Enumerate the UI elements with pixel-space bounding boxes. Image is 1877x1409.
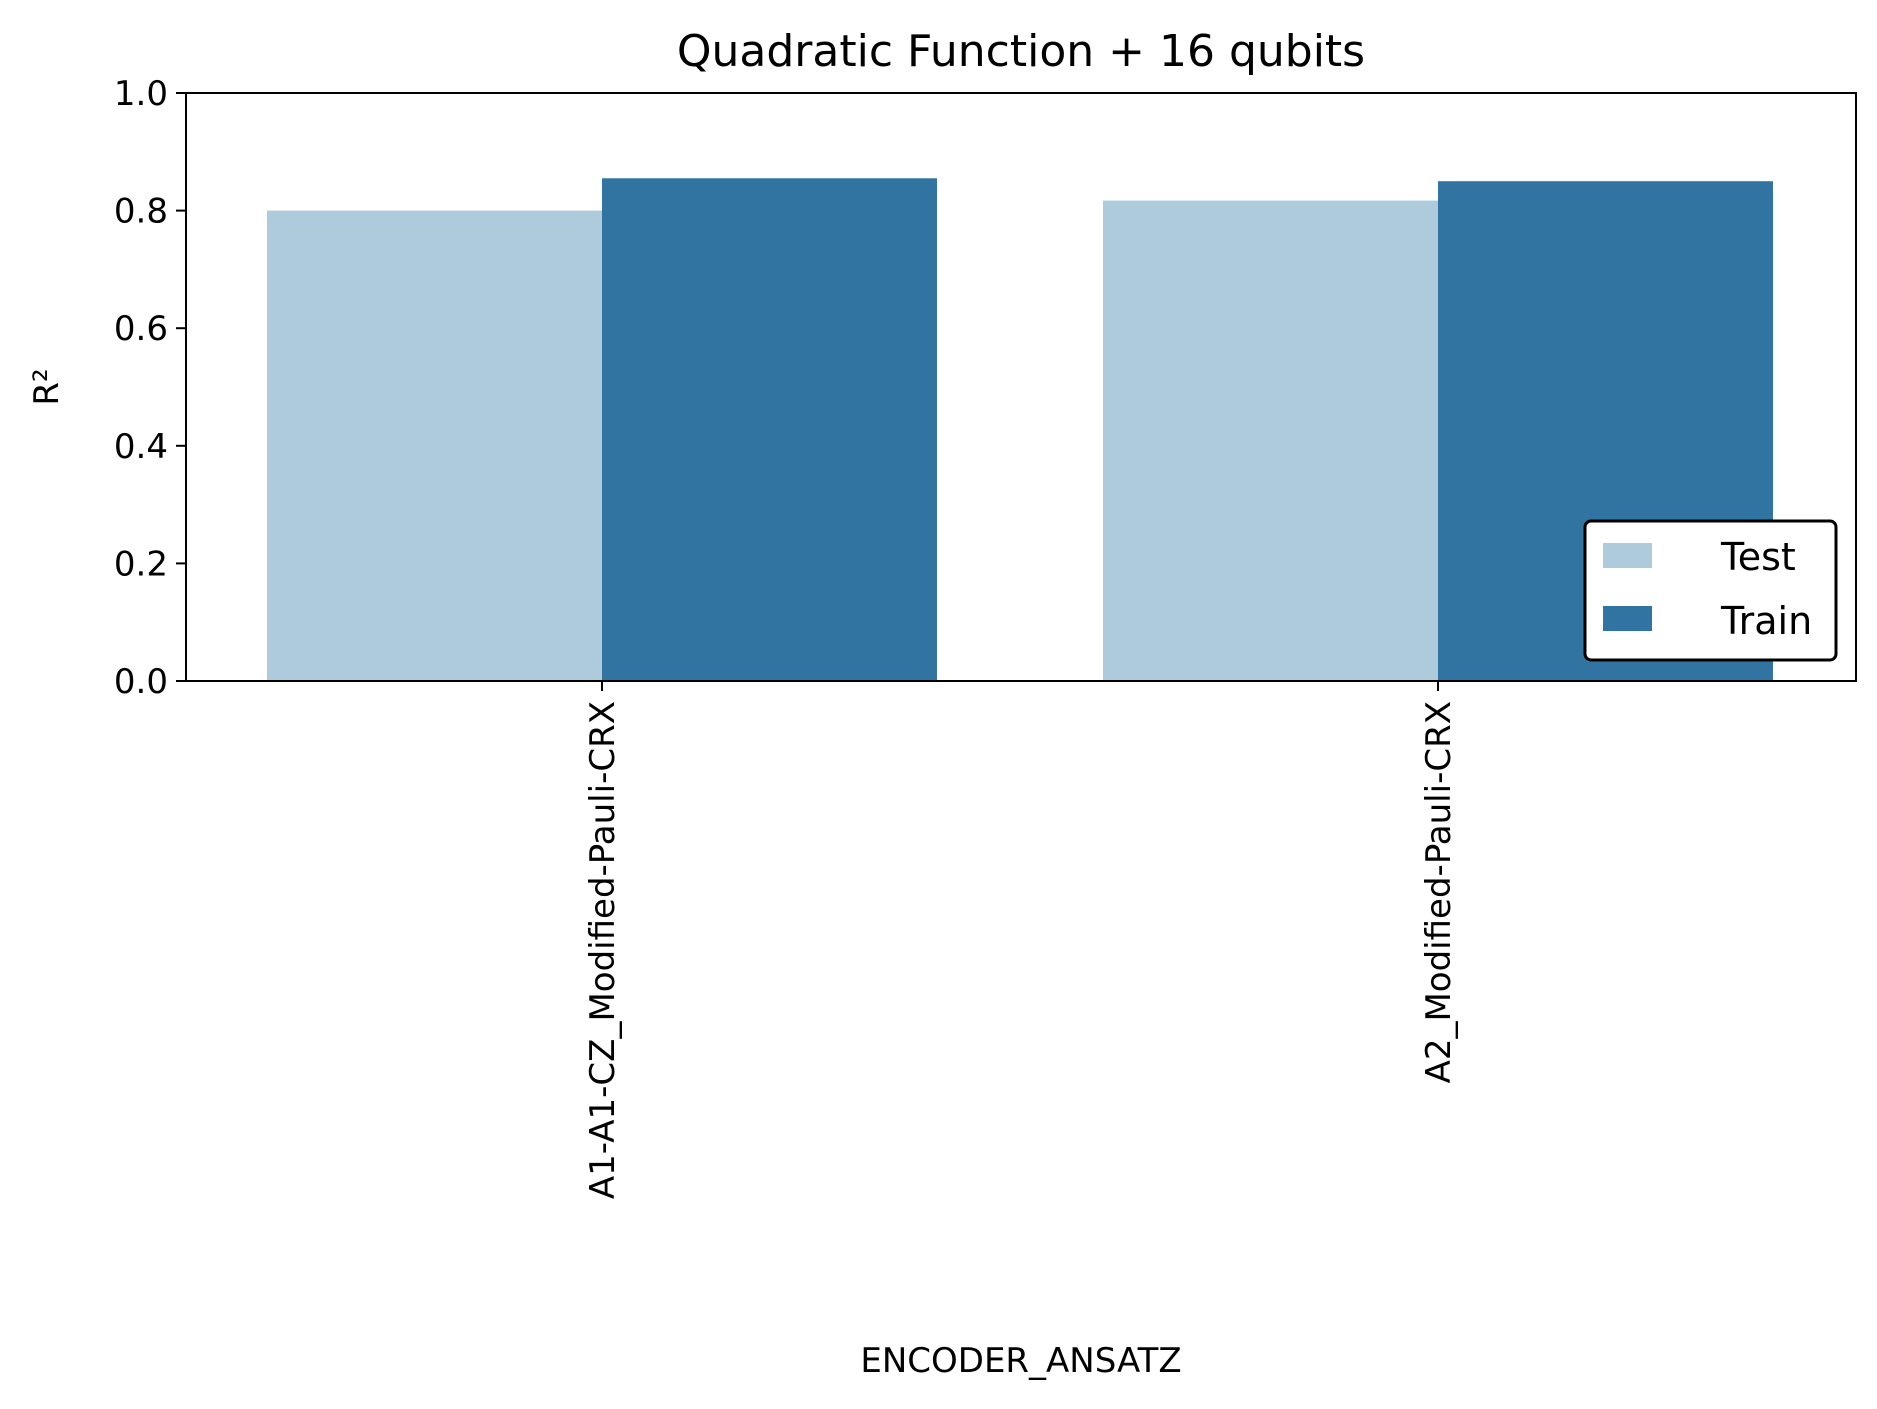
x-tick-label: A1-A1-CZ_Modified-Pauli-CRX <box>583 701 623 1199</box>
y-tick-label: 1.0 <box>114 74 168 114</box>
y-tick-label: 0.4 <box>114 427 168 467</box>
legend-label-train: Train <box>1720 599 1812 643</box>
y-axis: 0.0 0.2 0.4 0.6 0.8 1.0 <box>114 74 186 702</box>
legend: Test Train <box>1583 519 1838 662</box>
x-tick-label: A2_Modified-Pauli-CRX <box>1419 701 1459 1083</box>
bar-train-1 <box>602 178 937 681</box>
legend-swatch-train <box>1603 606 1652 631</box>
y-axis-label: R² <box>27 368 67 405</box>
bar-test-2 <box>1103 200 1438 681</box>
bars-layer <box>267 178 1773 681</box>
bar-test-1 <box>267 210 602 681</box>
y-tick-label: 0.0 <box>114 662 168 702</box>
legend-label-test: Test <box>1720 535 1796 579</box>
y-tick-label: 0.6 <box>114 309 168 349</box>
legend-swatch-test <box>1603 543 1652 568</box>
y-tick-label: 0.8 <box>114 192 168 232</box>
x-axis-label: ENCODER_ANSATZ <box>860 1341 1181 1381</box>
plot-frame <box>185 92 1857 682</box>
y-tick-label: 0.2 <box>114 544 168 584</box>
x-axis: A1-A1-CZ_Modified-Pauli-CRX A2_Modified-P… <box>583 681 1459 1199</box>
chart-title: Quadratic Function + 16 qubits <box>677 26 1365 77</box>
